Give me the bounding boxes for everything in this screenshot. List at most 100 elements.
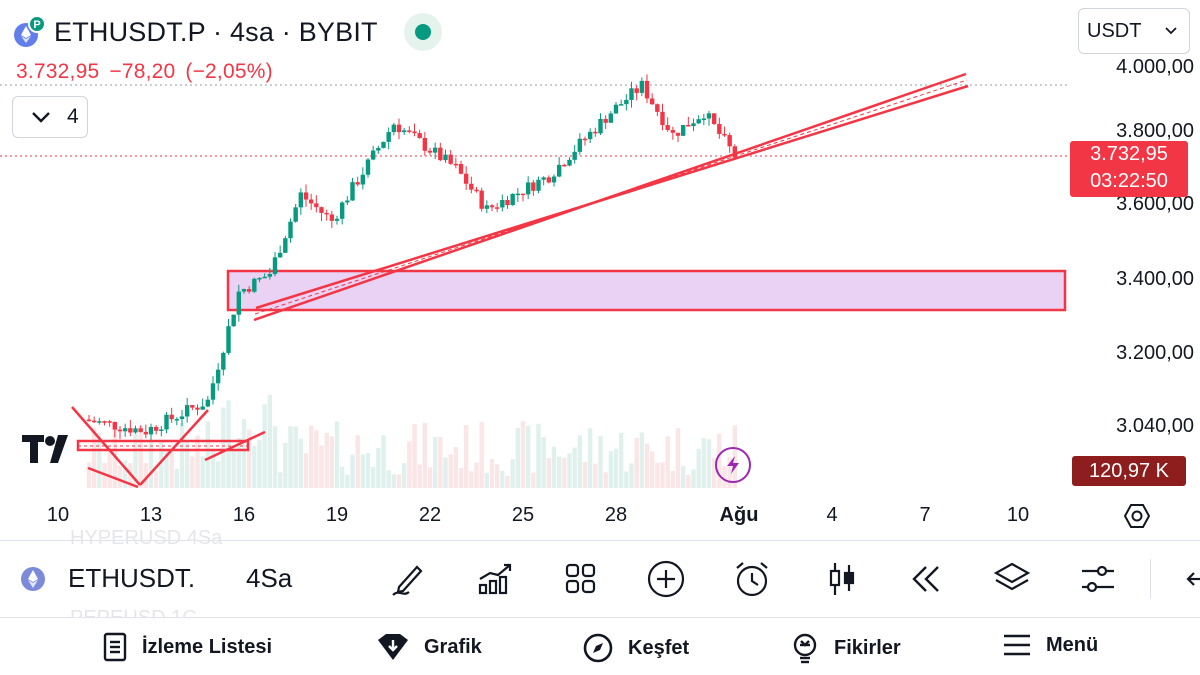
volume-bar (97, 433, 102, 488)
toolbar-timeframe-button[interactable]: 4Sa (246, 563, 293, 593)
candle (205, 396, 211, 408)
toolbar-symbol-button[interactable]: ETHUSDT. (20, 563, 195, 594)
candle (706, 110, 712, 126)
nav-explore[interactable]: Keşfet (582, 632, 689, 664)
nav-ideas[interactable]: Fikirler (790, 632, 901, 664)
candle (252, 277, 257, 294)
volume-bar (479, 422, 484, 488)
candle (717, 117, 722, 139)
add-icon[interactable] (646, 559, 686, 599)
volume-bar (500, 470, 505, 488)
volume-bar (463, 425, 469, 488)
candle (665, 117, 670, 132)
candle (593, 127, 598, 137)
volume-bar (613, 448, 619, 488)
currency-select[interactable]: USDT (1078, 8, 1190, 54)
time-scale-label: Ağu (719, 504, 759, 526)
nav-watchlist[interactable]: İzleme Listesi (102, 632, 272, 662)
time-scale-label: 28 (604, 504, 628, 526)
volume-bar (159, 440, 164, 488)
candle (298, 188, 304, 215)
trendline-drawing[interactable] (253, 72, 969, 322)
market-status-icon[interactable] (403, 13, 442, 51)
pattern-drawings[interactable] (71, 406, 266, 489)
candle (241, 288, 247, 294)
settings-sliders-icon[interactable] (1078, 559, 1118, 599)
candle (520, 193, 526, 202)
time-scale-label: 13 (139, 504, 163, 526)
volume-bar (298, 438, 304, 488)
candle (618, 99, 624, 106)
chart-canvas[interactable] (0, 0, 1200, 540)
volume-bar (195, 435, 200, 488)
volume-bar (107, 449, 112, 488)
candle (376, 145, 381, 154)
volume-bar (531, 472, 536, 488)
candle (443, 149, 448, 163)
volume-bar (226, 400, 231, 488)
candle (417, 129, 422, 139)
symbol-header[interactable]: P ETHUSDT.P · 4sa · BYBIT (12, 12, 442, 52)
time-scale-label: 25 (511, 504, 535, 526)
candle (107, 419, 112, 427)
candle (174, 417, 180, 426)
alert-clock-icon[interactable] (732, 559, 772, 599)
candle (432, 142, 438, 160)
replay-icon[interactable] (906, 559, 946, 599)
candle (283, 235, 288, 254)
volume-bar (562, 457, 567, 488)
candle (169, 407, 174, 423)
candle (200, 398, 205, 410)
support-zone-rectangle[interactable] (226, 269, 1067, 312)
volume-bar (629, 463, 634, 488)
volume-bars (86, 394, 738, 488)
candle (494, 202, 500, 213)
chart-settings-icon[interactable] (1123, 502, 1151, 530)
volume-bar (122, 460, 128, 488)
volume-bar (494, 464, 500, 488)
candle (164, 412, 169, 434)
indicators-icon[interactable] (476, 559, 516, 599)
volume-bar (308, 425, 314, 488)
candle (505, 195, 510, 209)
candle (277, 245, 283, 258)
candle (598, 113, 603, 136)
candles-icon[interactable] (822, 559, 862, 599)
volume-bar (401, 463, 407, 488)
candle (427, 147, 433, 156)
volume-bar (334, 421, 340, 488)
volume-bar (376, 447, 381, 488)
ghost-row-text: HYPERUSD 4Sa (70, 527, 223, 549)
candle (272, 252, 278, 277)
volume-bar (587, 428, 593, 488)
volume-value-tag: 120,97 K (1072, 456, 1186, 486)
volume-bar (86, 462, 92, 488)
drawing-pen-icon[interactable] (387, 559, 427, 599)
nav-label: Keşfet (628, 636, 690, 659)
flash-icon[interactable] (715, 447, 751, 483)
candle (246, 286, 252, 294)
candle (407, 126, 412, 134)
candle (546, 175, 552, 184)
layers-icon[interactable] (992, 559, 1032, 599)
nav-chart[interactable]: Grafik (376, 632, 482, 662)
layout-grid-icon[interactable] (561, 559, 601, 599)
indicators-count: 4 (67, 105, 79, 128)
nav-menu[interactable]: Menü (1002, 632, 1098, 658)
volume-bar (360, 454, 366, 488)
time-scale-label: 19 (325, 504, 349, 526)
volume-bar (665, 436, 670, 488)
chevron-down-icon (32, 112, 50, 123)
chevron-left-icon[interactable] (1180, 559, 1200, 599)
ethereum-icon (21, 566, 45, 591)
volume-bar (458, 468, 464, 488)
price-scale-label: 3.200,00 (1116, 342, 1194, 364)
volume-bar (370, 467, 376, 488)
volume-bar (489, 459, 495, 488)
nav-label: Menü (1046, 633, 1099, 656)
indicators-collapse-button[interactable]: 4 (12, 96, 88, 138)
volume-bar (624, 471, 629, 488)
volume-bar (143, 463, 149, 488)
candle (556, 157, 562, 178)
candle (221, 351, 226, 376)
